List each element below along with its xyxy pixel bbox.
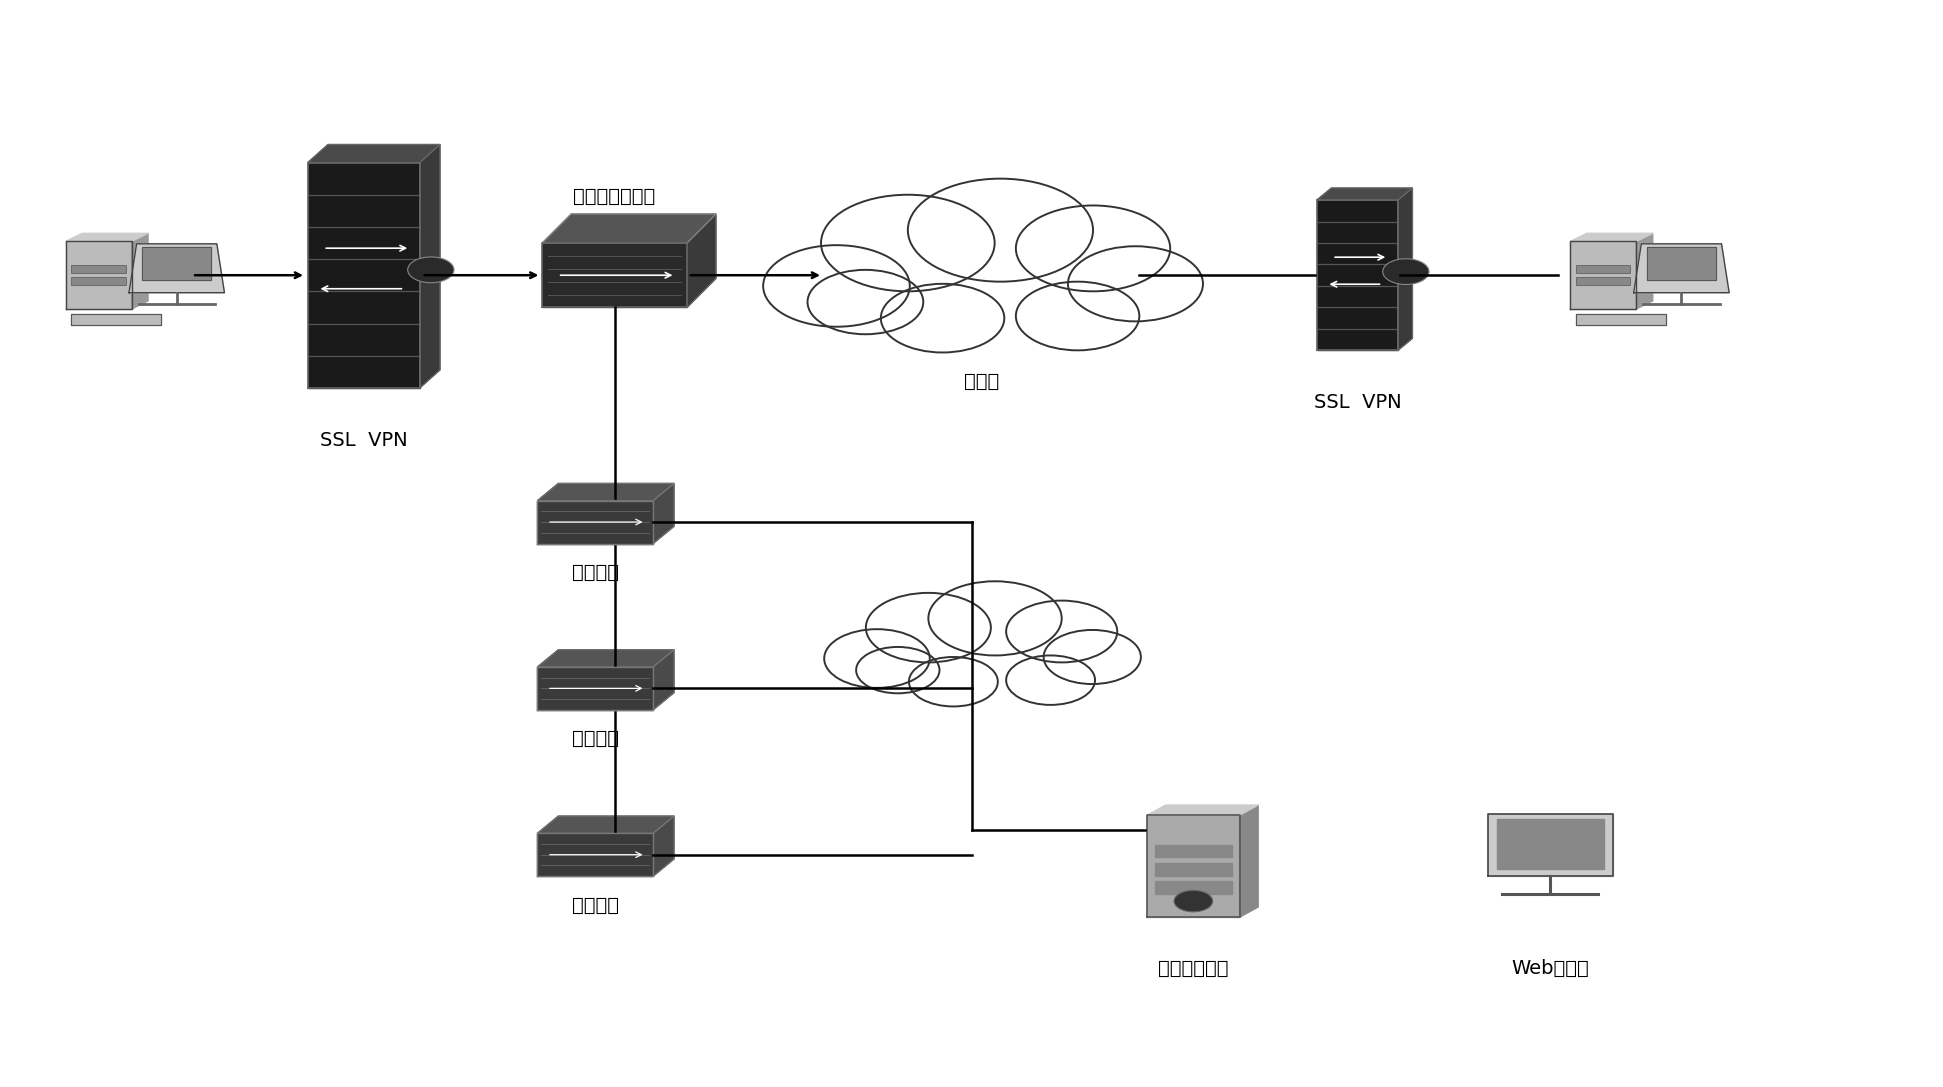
Polygon shape — [538, 501, 653, 544]
Polygon shape — [1648, 248, 1716, 280]
Circle shape — [907, 178, 1094, 282]
Polygon shape — [70, 314, 161, 325]
Polygon shape — [653, 484, 674, 544]
Polygon shape — [542, 214, 715, 243]
Polygon shape — [1570, 234, 1653, 241]
Text: 边界网络交换机: 边界网络交换机 — [573, 187, 655, 205]
Circle shape — [1016, 282, 1139, 350]
Polygon shape — [538, 667, 653, 710]
Polygon shape — [1634, 243, 1729, 292]
Circle shape — [824, 629, 931, 688]
Text: 因特网: 因特网 — [964, 372, 999, 391]
Polygon shape — [420, 145, 439, 388]
Polygon shape — [1146, 805, 1259, 815]
Polygon shape — [1488, 814, 1613, 876]
Polygon shape — [1154, 863, 1232, 876]
Polygon shape — [66, 234, 148, 241]
Circle shape — [1006, 655, 1096, 704]
Polygon shape — [66, 241, 132, 309]
Circle shape — [857, 647, 940, 694]
Polygon shape — [538, 816, 674, 834]
Polygon shape — [1240, 805, 1259, 917]
Polygon shape — [538, 650, 674, 667]
Circle shape — [909, 657, 999, 707]
Polygon shape — [1154, 845, 1232, 858]
Polygon shape — [132, 234, 148, 309]
Polygon shape — [653, 816, 674, 876]
Text: SSL  VPN: SSL VPN — [1313, 393, 1401, 412]
Polygon shape — [1496, 819, 1603, 869]
FancyBboxPatch shape — [72, 277, 126, 286]
Polygon shape — [1397, 188, 1413, 350]
Circle shape — [1069, 247, 1203, 322]
Polygon shape — [1576, 314, 1665, 325]
FancyBboxPatch shape — [1576, 277, 1630, 286]
Polygon shape — [688, 214, 715, 308]
Circle shape — [1016, 205, 1170, 291]
Circle shape — [822, 195, 995, 291]
Circle shape — [1043, 630, 1141, 684]
Circle shape — [1383, 259, 1428, 285]
Polygon shape — [128, 243, 225, 292]
Text: 监察管理中心: 监察管理中心 — [1158, 959, 1228, 978]
Circle shape — [1006, 601, 1117, 662]
Polygon shape — [542, 243, 688, 308]
Circle shape — [880, 284, 1005, 352]
FancyBboxPatch shape — [1576, 264, 1630, 273]
Polygon shape — [653, 650, 674, 710]
Circle shape — [408, 257, 455, 283]
Text: Web浏览器: Web浏览器 — [1512, 959, 1589, 978]
Polygon shape — [1570, 241, 1636, 309]
Polygon shape — [142, 248, 212, 280]
Polygon shape — [1636, 234, 1653, 309]
Polygon shape — [538, 484, 674, 501]
Polygon shape — [307, 163, 420, 388]
Text: SSL  VPN: SSL VPN — [321, 430, 408, 450]
Polygon shape — [1154, 882, 1232, 895]
Polygon shape — [307, 145, 439, 163]
Text: 监察代理: 监察代理 — [571, 896, 618, 914]
Polygon shape — [1317, 188, 1413, 200]
Polygon shape — [538, 834, 653, 876]
FancyBboxPatch shape — [72, 264, 126, 273]
Text: 监察代理: 监察代理 — [571, 563, 618, 582]
Circle shape — [808, 270, 923, 334]
Circle shape — [1174, 890, 1212, 912]
Circle shape — [929, 582, 1061, 655]
Text: 监察代理: 监察代理 — [571, 729, 618, 748]
Circle shape — [764, 246, 909, 327]
Polygon shape — [1317, 200, 1397, 350]
Polygon shape — [1146, 815, 1240, 917]
Circle shape — [867, 592, 991, 662]
